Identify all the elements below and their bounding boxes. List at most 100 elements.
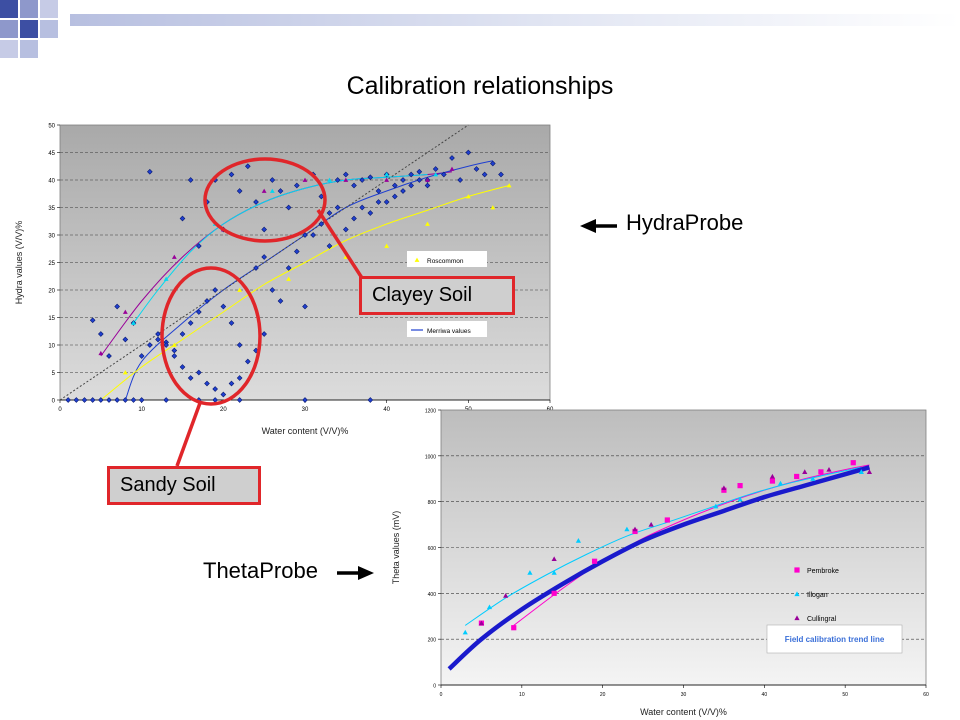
data-point	[326, 243, 333, 249]
data-point	[294, 248, 300, 255]
data-point	[277, 188, 284, 194]
legend-swatch	[414, 257, 420, 262]
data-point	[171, 347, 178, 354]
data-point	[866, 469, 873, 474]
data-point	[449, 166, 455, 171]
data-point	[375, 188, 382, 194]
data-point	[383, 199, 390, 205]
x-axis-label: Water content (V/V)%	[640, 707, 727, 717]
data-point	[527, 570, 533, 575]
data-point	[367, 210, 374, 216]
data-point	[425, 221, 430, 226]
data-point	[424, 182, 431, 189]
data-point	[187, 375, 194, 381]
data-point	[359, 177, 365, 183]
y-tick-label: 40	[48, 179, 55, 185]
data-point	[664, 517, 670, 523]
data-point	[269, 188, 275, 193]
data-point	[163, 397, 169, 403]
data-point	[721, 485, 727, 490]
data-point	[802, 469, 808, 474]
x-tick-label: 30	[302, 407, 309, 413]
data-point	[318, 193, 325, 200]
x-tick-label: 40	[762, 692, 768, 698]
data-point	[196, 369, 202, 376]
data-point	[98, 397, 104, 403]
y-tick-label: 800	[428, 500, 437, 506]
data-point	[228, 380, 235, 387]
data-point	[318, 221, 325, 227]
data-point	[236, 375, 243, 381]
data-point	[591, 558, 598, 564]
data-point	[490, 205, 496, 210]
y-tick-label: 30	[48, 234, 55, 240]
data-point	[294, 182, 300, 189]
data-point	[632, 526, 638, 532]
legend-label: Pembroke	[807, 568, 839, 575]
data-point	[737, 496, 743, 502]
data-point	[511, 625, 517, 631]
data-point	[721, 487, 727, 493]
data-point	[465, 194, 471, 199]
series-cullingral	[478, 466, 873, 626]
data-point	[261, 188, 267, 193]
clayey-leader-line	[316, 209, 364, 279]
data-point	[220, 303, 227, 310]
y-axis-label: Theta values (mV)	[391, 511, 401, 585]
legend-label: Illogan	[807, 592, 828, 599]
data-point	[302, 232, 308, 238]
y-tick-label: 15	[48, 316, 55, 322]
data-point	[551, 570, 557, 575]
x-tick-label: 50	[842, 692, 848, 698]
data-point	[147, 168, 153, 175]
y-tick-label: 25	[48, 261, 55, 267]
x-tick-label: 10	[138, 407, 145, 413]
data-point	[769, 473, 776, 479]
data-point	[384, 243, 390, 248]
data-point	[490, 160, 496, 167]
data-point	[416, 177, 423, 183]
data-point	[343, 226, 349, 233]
data-point	[204, 380, 210, 387]
y-tick-label: 20	[48, 289, 55, 295]
data-point	[228, 171, 235, 178]
y-tick-label: 0	[433, 684, 436, 690]
data-point	[425, 177, 430, 182]
data-point	[310, 232, 316, 238]
legend-swatch	[794, 615, 800, 621]
data-point	[343, 177, 349, 182]
data-point	[114, 303, 120, 310]
clayey-soil-callout: Clayey Soil	[359, 276, 515, 315]
data-point	[384, 172, 390, 177]
data-point	[575, 538, 582, 543]
data-point	[334, 177, 341, 183]
data-point	[416, 168, 423, 175]
data-point	[237, 287, 243, 292]
data-point	[171, 342, 177, 347]
hydraprobe-arrow	[580, 219, 617, 233]
data-point	[408, 182, 414, 189]
data-point	[179, 364, 186, 370]
trend-line-field-calibration-trend-line	[447, 465, 871, 671]
data-point	[179, 331, 186, 337]
data-point	[269, 177, 276, 183]
data-point	[245, 358, 251, 365]
data-point	[131, 320, 136, 325]
data-point	[228, 320, 235, 326]
data-point	[632, 528, 638, 535]
data-point	[478, 620, 485, 626]
data-point	[384, 177, 390, 182]
trend-line-roscommon	[100, 185, 510, 401]
x-tick-label: 10	[519, 692, 525, 698]
data-point	[236, 188, 243, 194]
data-point	[261, 331, 267, 337]
thetaprobe-label: ThetaProbe	[203, 558, 318, 583]
data-point	[367, 397, 374, 403]
data-point	[462, 629, 468, 635]
data-point	[286, 276, 292, 281]
hydraprobe-chart: 051015202530354045500102030405060Water c…	[14, 124, 554, 437]
data-point	[138, 353, 145, 359]
data-point	[850, 460, 856, 466]
data-point	[737, 483, 743, 489]
